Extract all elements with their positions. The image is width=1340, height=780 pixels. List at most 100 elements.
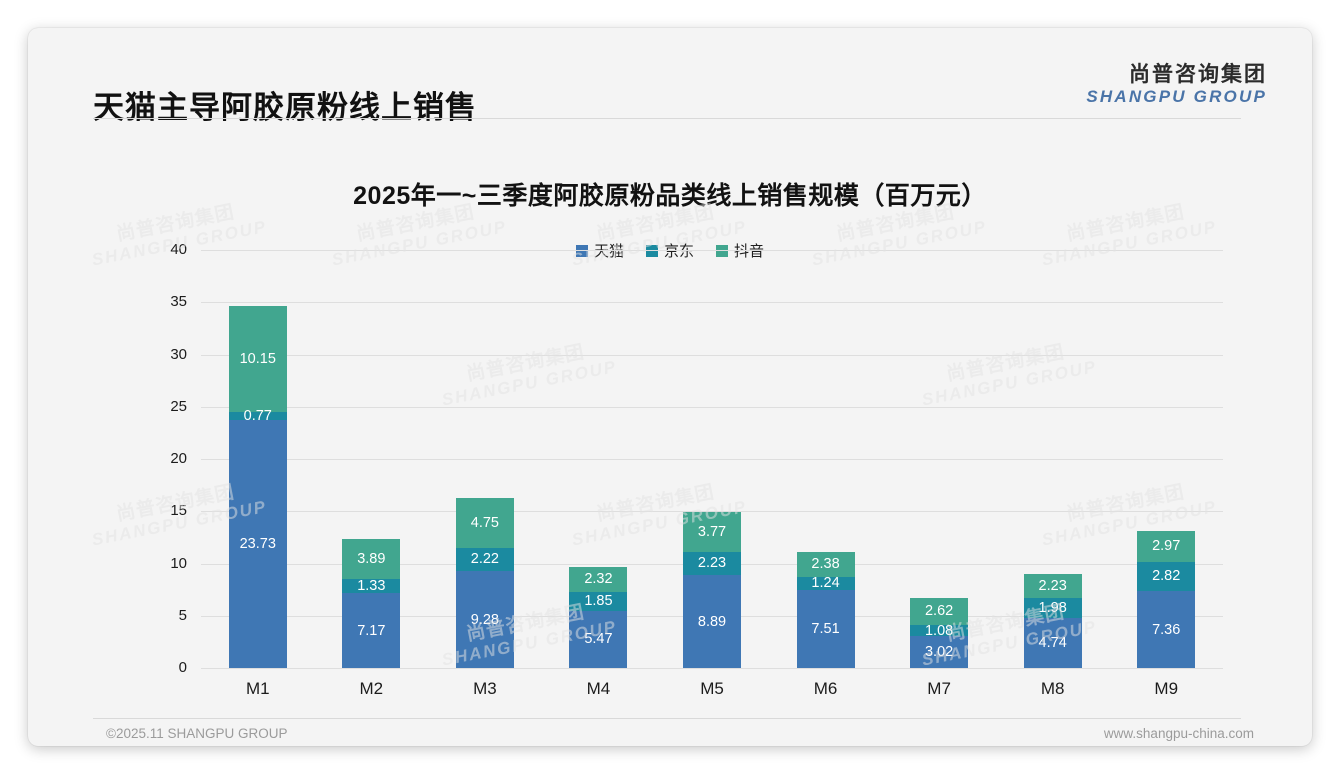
grid-line (201, 511, 1223, 513)
grid-line (201, 406, 1223, 408)
bar-segment-天猫-M2[interactable]: 7.17 (342, 593, 401, 668)
y-axis-tick-label: 10 (170, 554, 187, 572)
slide-card: 天猫主导阿胶原粉线上销售 尚普咨询集团 SHANGPU GROUP 2025年一… (28, 28, 1312, 746)
x-axis-label-M2: M2 (359, 679, 384, 698)
bar-value-label: 1.85 (584, 593, 613, 610)
x-axis-labels: M1 M2 M3 M4 M5 M6 M7 M8 M9 (201, 668, 1223, 702)
grid-line (201, 459, 1223, 460)
bar-value-label: 1.24 (811, 575, 840, 592)
bar-value-label: 3.89 (357, 550, 386, 567)
bar-segment-京东-M3[interactable]: 2.22 (455, 547, 514, 572)
bar-segment-抖音-M6[interactable]: 2.38 (796, 551, 855, 577)
bar-segment-抖音-M5[interactable]: 3.77 (683, 512, 741, 552)
bar-segment-抖音-M2[interactable]: 3.89 (342, 538, 401, 580)
bar-segment-抖音-M8[interactable]: 2.23 (1023, 574, 1082, 598)
bar-segment-京东-M2[interactable]: 1.33 (342, 578, 401, 595)
bar-segment-天猫-M3[interactable]: 9.28 (455, 571, 514, 668)
header-divider (93, 118, 1241, 119)
bar-value-label: 1.98 (1038, 600, 1067, 617)
bar-value-label: 2.22 (470, 551, 499, 568)
x-axis-label-M3: M3 (473, 679, 497, 698)
plot-area: 0 5 10 15 20 25 30 35 40 10.15 0.77 23.73 3.89 1.33 7… (170, 241, 1223, 698)
bar-value-label: 2.32 (584, 571, 613, 588)
y-axis-tick-label: 40 (170, 241, 187, 258)
x-axis-label-M1: M1 (245, 679, 270, 698)
y-axis-tick-label: 30 (170, 345, 187, 363)
bar-value-label: 1.33 (357, 578, 386, 595)
bar-group-M6[interactable]: 2.38 1.24 7.51 (796, 551, 855, 668)
bar-value-label: 9.28 (470, 611, 499, 628)
bar-value-label: 4.75 (470, 515, 499, 532)
bar-segment-天猫-M6[interactable]: 7.51 (796, 589, 855, 668)
x-axis-label-M4: M4 (586, 679, 611, 698)
grid-line (201, 354, 1223, 356)
legend-label: 京东 (663, 243, 694, 260)
bar-segment-天猫-M8[interactable]: 4.74 (1023, 618, 1082, 668)
bar-segment-京东-M8[interactable]: 1.98 (1023, 597, 1082, 619)
bar-group-M1[interactable]: 10.15 0.77 23.73 (228, 305, 287, 668)
y-axis-tick-label: 35 (170, 293, 187, 311)
bar-value-label: 7.51 (811, 620, 840, 637)
bar-segment-京东-M9[interactable]: 2.82 (1137, 561, 1196, 592)
grid-line (201, 302, 1223, 304)
bar-value-label: 2.38 (811, 556, 840, 573)
bar-segment-京东-M5[interactable]: 2.23 (683, 551, 741, 576)
bar-segment-抖音-M1[interactable]: 10.15 (228, 305, 287, 412)
chart-title: 2025年一~三季度阿胶原粉品类线上销售规模（百万元） (353, 182, 987, 210)
header: 天猫主导阿胶原粉线上销售 尚普咨询集团 SHANGPU GROUP (28, 28, 1312, 125)
bar-value-label: 2.97 (1152, 538, 1181, 555)
bar-segment-天猫-M1[interactable]: 23.73 (228, 420, 287, 668)
bar-value-label: 2.82 (1152, 568, 1181, 585)
bar-value-label: 7.17 (357, 622, 386, 639)
bar-group-M5[interactable]: 3.77 2.23 8.89 (683, 512, 741, 668)
logo-english-text: SHANGPU GROUP (1086, 87, 1267, 107)
footer-copyright: ©2025.11 SHANGPU GROUP (106, 726, 288, 741)
grid-line (201, 668, 1223, 669)
y-axis-tick-label: 20 (170, 450, 187, 467)
bar-group-M2[interactable]: 3.89 1.33 7.17 (342, 538, 401, 668)
bar-segment-天猫-M7[interactable]: 3.02 (910, 636, 969, 668)
x-axis-label-M7: M7 (927, 679, 951, 698)
bar-segment-天猫-M4[interactable]: 5.47 (569, 610, 628, 668)
bar-group-M4[interactable]: 2.32 1.85 5.47 (569, 567, 628, 668)
bar-segment-抖音-M9[interactable]: 2.97 (1137, 530, 1196, 562)
chart-legend: 天猫 京东 抖音 (28, 240, 1312, 261)
bar-value-label: 4.74 (1038, 635, 1067, 652)
bar-value-label: 7.36 (1152, 621, 1181, 638)
bar-segment-京东-M6[interactable]: 1.24 (796, 575, 855, 592)
y-axis-tick-label: 25 (170, 397, 187, 415)
bar-segment-京东-M1[interactable]: 0.77 (228, 408, 287, 424)
bar-segment-京东-M7[interactable]: 1.08 (910, 622, 969, 639)
bar-value-label: 10.15 (239, 350, 276, 367)
bar-segment-抖音-M7[interactable]: 2.62 (910, 597, 969, 626)
grid-line (201, 250, 1223, 251)
bar-value-label: 2.62 (924, 603, 954, 620)
bar-group-M9[interactable]: 2.97 2.82 7.36 (1137, 530, 1196, 668)
bar-value-label: 5.47 (584, 631, 613, 648)
bar-segment-抖音-M3[interactable]: 4.75 (455, 498, 514, 548)
x-axis-label-M8: M8 (1040, 679, 1065, 698)
bar-value-label: 1.08 (924, 622, 954, 639)
y-axis-tick-label: 5 (178, 606, 187, 624)
page-title: 天猫主导阿胶原粉线上销售 (93, 90, 477, 125)
x-axis-label-M9: M9 (1154, 679, 1179, 698)
bar-value-label: 2.23 (1038, 578, 1067, 595)
legend-label: 天猫 (593, 243, 624, 260)
bar-group-M3[interactable]: 4.75 2.22 9.28 (455, 498, 514, 668)
bars-layer: 10.15 0.77 23.73 3.89 1.33 7.17 4.75 2.22 9.28 2.… (201, 250, 1223, 668)
bar-segment-抖音-M4[interactable]: 2.32 (569, 567, 628, 592)
bar-group-M8[interactable]: 2.23 1.98 4.74 (1023, 574, 1082, 668)
y-axis-tick-label: 0 (178, 659, 187, 676)
bar-value-label: 0.77 (243, 408, 272, 425)
y-axis-tick-label: 15 (170, 502, 187, 520)
bar-segment-天猫-M5[interactable]: 8.89 (683, 575, 741, 668)
bar-group-M7[interactable]: 2.62 1.08 3.02 (910, 597, 969, 668)
bar-value-label: 23.73 (239, 536, 276, 553)
x-axis-label-M5: M5 (700, 679, 724, 698)
bar-segment-天猫-M9[interactable]: 7.36 (1137, 591, 1196, 668)
brand-logo: 尚普咨询集团 SHANGPU GROUP (1086, 63, 1267, 107)
bar-segment-京东-M4[interactable]: 1.85 (569, 591, 628, 611)
bar-value-label: 3.77 (697, 524, 727, 541)
x-axis-label-M6: M6 (813, 679, 838, 698)
bar-value-label: 2.23 (697, 555, 727, 572)
